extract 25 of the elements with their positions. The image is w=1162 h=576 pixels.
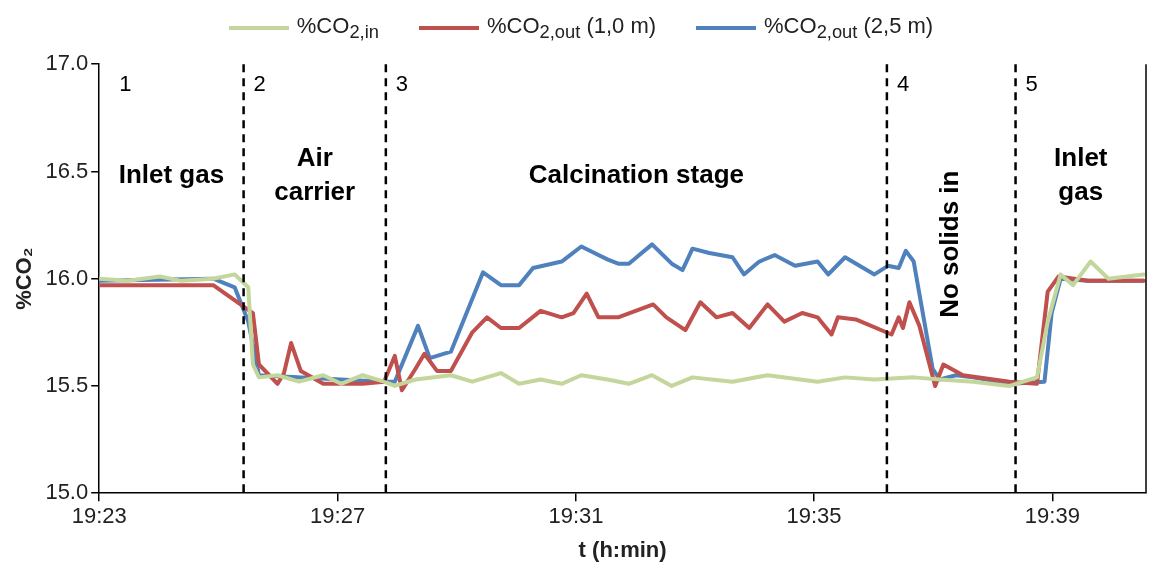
x-tick-label: 19:39	[1024, 503, 1080, 529]
y-tick-label: 15.5	[45, 372, 89, 398]
annotation: 5	[1025, 71, 1038, 97]
x-axis-title: t (h:min)	[578, 536, 667, 562]
legend-label: %CO$_{2,out}$ (1,0 m)	[486, 12, 657, 44]
x-tick-label: 19:31	[548, 503, 604, 529]
y-tick-label: 16.5	[45, 157, 89, 183]
x-tick-label: 19:35	[786, 503, 842, 529]
annotation: 4	[896, 71, 910, 97]
x-tick-label: 19:27	[310, 503, 366, 529]
annotation: 3	[395, 71, 409, 97]
annotation: Calcination stage	[528, 159, 745, 190]
annotation: Inlet gas	[118, 159, 225, 190]
legend-label: %CO$_{2,in}$	[296, 12, 379, 44]
annotation: Air carrier	[274, 142, 356, 207]
annotation: 1	[119, 71, 132, 97]
y-axis-title: %CO₂	[11, 247, 37, 310]
legend-label: %CO$_{2,out}$ (2,5 m)	[764, 12, 934, 44]
annotation: Inlet gas	[1054, 142, 1108, 207]
x-tick-label: 19:23	[71, 503, 127, 529]
annotation: No solids in	[934, 170, 965, 318]
y-tick-label: 16.0	[45, 264, 89, 290]
y-tick-label: 15.0	[45, 479, 89, 505]
annotation: 2	[253, 71, 266, 97]
y-tick-label: 17.0	[45, 50, 89, 76]
